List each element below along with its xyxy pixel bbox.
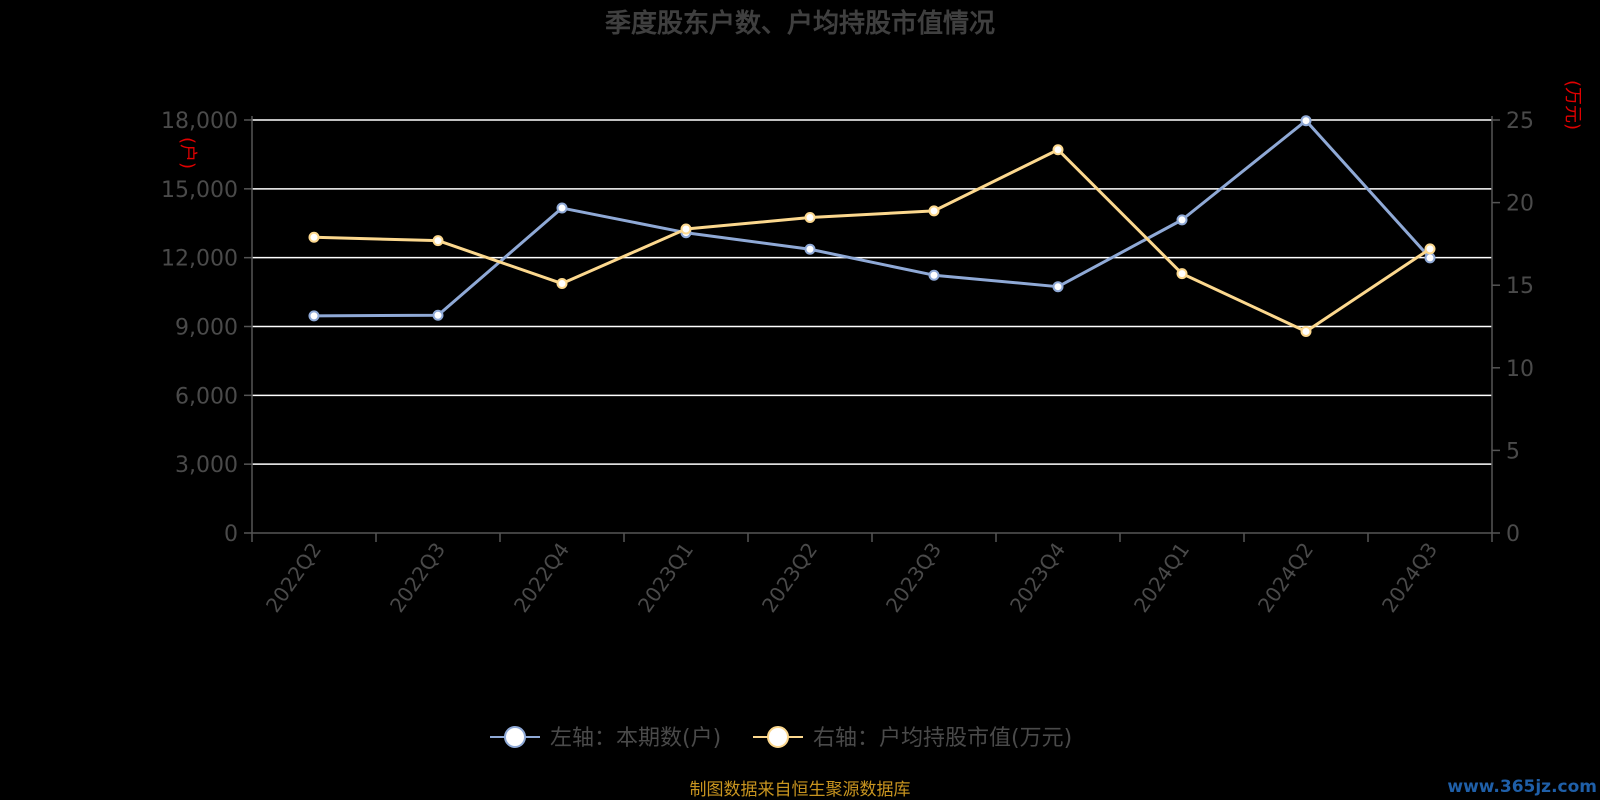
- series-line-1: [313, 119, 1432, 318]
- legend-marker-right-icon: [767, 726, 789, 748]
- x-axis-tick-label: 2023Q3: [881, 538, 946, 617]
- data-point[interactable]: [1424, 252, 1436, 264]
- data-point[interactable]: [1176, 214, 1188, 226]
- left-axis-tick-label: 6,000: [175, 384, 238, 409]
- left-axis-tick-label: 15,000: [161, 178, 238, 203]
- series-layer: [308, 115, 1436, 337]
- data-point[interactable]: [1176, 268, 1188, 280]
- series-line-2: [313, 148, 1431, 333]
- x-axis-tick-label: 2023Q4: [1005, 538, 1070, 617]
- x-axis-tick-label: 2023Q2: [757, 538, 822, 617]
- legend-label-left: 左轴：本期数(户): [550, 726, 721, 751]
- data-point[interactable]: [928, 205, 940, 217]
- data-point[interactable]: [1300, 115, 1312, 127]
- x-axis-tick-label: 2022Q2: [261, 538, 326, 617]
- legend-item-right[interactable]: 右轴：户均持股市值(万元): [753, 726, 1072, 751]
- legend-item-left[interactable]: 左轴：本期数(户): [490, 726, 721, 751]
- data-source-note: 制图数据来自恒生聚源数据库: [690, 780, 911, 800]
- data-point[interactable]: [1300, 325, 1312, 337]
- data-point[interactable]: [556, 278, 568, 290]
- data-point[interactable]: [1052, 144, 1064, 156]
- right-axis-tick-label: 5: [1506, 439, 1520, 464]
- data-point[interactable]: [804, 211, 816, 223]
- left-axis-tick-label: 18,000: [161, 109, 238, 134]
- data-point[interactable]: [432, 309, 444, 321]
- legend-marker-left-icon: [504, 726, 526, 748]
- data-point[interactable]: [308, 231, 320, 243]
- x-axis-tick-label: 2024Q1: [1129, 538, 1194, 617]
- right-axis-tick-label: 10: [1506, 357, 1534, 382]
- watermark: www.365jz.com: [1447, 777, 1597, 797]
- legend[interactable]: 左轴：本期数(户) 右轴：户均持股市值(万元): [490, 726, 1072, 751]
- data-point[interactable]: [432, 235, 444, 247]
- data-point[interactable]: [1052, 281, 1064, 293]
- x-axis-tick-label: 2022Q3: [385, 538, 450, 617]
- data-point[interactable]: [556, 202, 568, 214]
- right-axis-tick-label: 25: [1506, 109, 1534, 134]
- chart-title: 季度股东户数、户均持股市值情况: [605, 8, 995, 39]
- left-axis-tick-label: 0: [224, 522, 238, 547]
- x-axis-tick-label: 2022Q4: [509, 538, 574, 617]
- x-axis-tick-label: 2024Q2: [1253, 538, 1318, 617]
- left-axis-tick-label: 12,000: [161, 247, 238, 272]
- data-point[interactable]: [928, 269, 940, 281]
- right-axis-tick-label: 20: [1506, 192, 1534, 217]
- left-axis-tick-label: 3,000: [175, 453, 238, 478]
- axis-layer: 0 3,000 6,000 9,000 12,000 15,000 18,000 0 5 10 15…: [161, 109, 1534, 617]
- data-point[interactable]: [1424, 243, 1436, 255]
- right-axis-unit: (万元): [1562, 80, 1583, 130]
- right-axis-tick-label: 15: [1506, 274, 1534, 299]
- x-axis-tick-label: 2024Q3: [1377, 538, 1442, 617]
- legend-label-right: 右轴：户均持股市值(万元): [813, 726, 1072, 751]
- right-axis-tick-label: 0: [1506, 522, 1520, 547]
- x-axis-tick-label: 2023Q1: [633, 538, 698, 617]
- data-point[interactable]: [680, 223, 692, 235]
- grid-layer: [252, 119, 1492, 465]
- left-axis-tick-label: 9,000: [175, 316, 238, 341]
- data-point[interactable]: [804, 243, 816, 255]
- data-point[interactable]: [308, 310, 320, 322]
- left-axis-unit: (户): [177, 137, 198, 169]
